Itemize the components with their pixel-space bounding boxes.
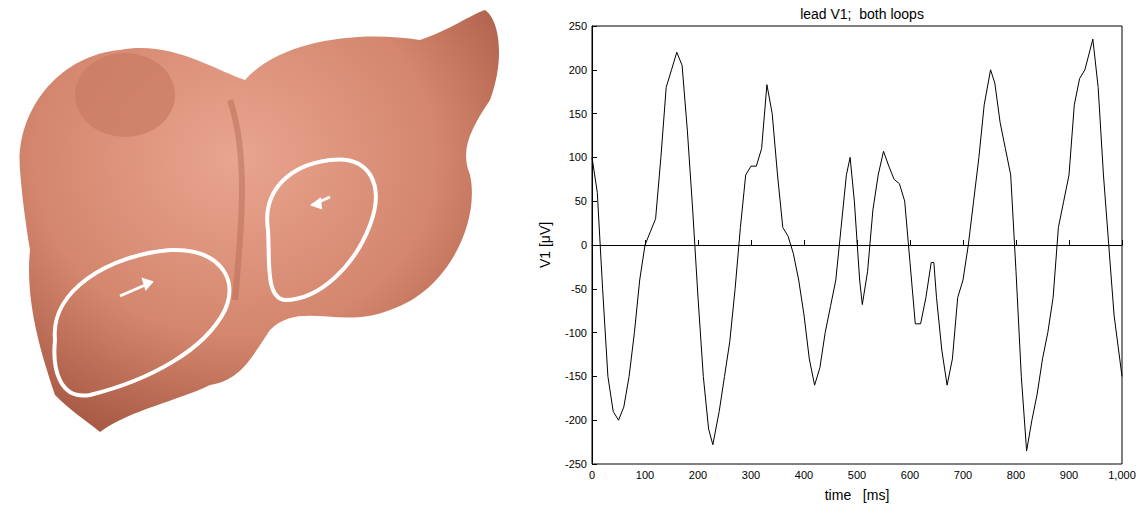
svg-text:lead V1; both loops: lead V1; both loops — [800, 6, 924, 22]
svg-text:-250: -250 — [565, 458, 587, 470]
svg-text:200: 200 — [689, 469, 707, 481]
svg-text:400: 400 — [795, 469, 813, 481]
svg-text:800: 800 — [1007, 469, 1025, 481]
svg-text:-200: -200 — [565, 414, 587, 426]
svg-text:time [ms]: time [ms] — [825, 487, 890, 503]
svg-text:600: 600 — [901, 469, 919, 481]
svg-text:50: 50 — [575, 195, 587, 207]
svg-text:-50: -50 — [571, 283, 587, 295]
svg-text:0: 0 — [589, 469, 595, 481]
svg-text:-150: -150 — [565, 370, 587, 382]
svg-text:700: 700 — [954, 469, 972, 481]
svg-text:100: 100 — [636, 469, 654, 481]
svg-text:0: 0 — [581, 239, 587, 251]
svg-text:900: 900 — [1060, 469, 1078, 481]
svg-text:V1 [μV]: V1 [μV] — [537, 222, 553, 268]
svg-text:100: 100 — [569, 151, 587, 163]
svg-text:-100: -100 — [565, 327, 587, 339]
svg-text:300: 300 — [742, 469, 760, 481]
svg-text:200: 200 — [569, 64, 587, 76]
svg-text:150: 150 — [569, 108, 587, 120]
svg-text:250: 250 — [569, 20, 587, 32]
svg-text:1,000: 1,000 — [1108, 469, 1136, 481]
svg-text:500: 500 — [848, 469, 866, 481]
